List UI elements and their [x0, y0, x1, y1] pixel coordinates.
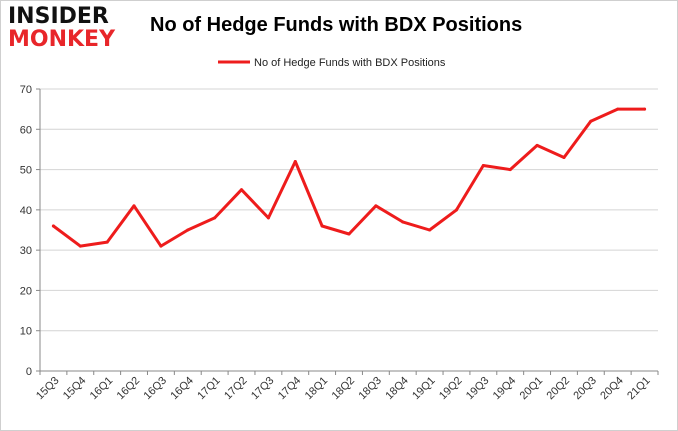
- data-point: [454, 208, 458, 212]
- data-point: [508, 168, 512, 172]
- chart-title: No of Hedge Funds with BDX Positions: [150, 14, 523, 36]
- insider-monkey-logo: INSIDER MONKEY: [8, 6, 128, 56]
- logo-text-insider: INSIDER: [8, 4, 109, 29]
- data-point: [374, 204, 378, 208]
- x-tick-label: 18Q2: [330, 375, 358, 403]
- x-tick-label: 20Q4: [598, 375, 626, 403]
- y-tick-label: 30: [20, 245, 32, 257]
- x-tick-label: 19Q2: [437, 375, 465, 403]
- data-point: [186, 228, 190, 232]
- y-tick-label: 50: [20, 165, 32, 177]
- x-tick-label: 21Q1: [625, 375, 653, 403]
- y-tick-label: 70: [20, 84, 32, 96]
- data-point: [589, 119, 593, 123]
- data-point: [159, 244, 163, 248]
- data-point: [428, 228, 432, 232]
- x-tick-label: 19Q3: [464, 375, 492, 403]
- data-point: [401, 220, 405, 224]
- data-point: [616, 107, 620, 111]
- x-tick-label: 20Q2: [545, 375, 573, 403]
- data-point: [347, 232, 351, 236]
- y-tick-label: 40: [20, 205, 32, 217]
- x-tick-label: 19Q4: [491, 375, 519, 403]
- x-tick-label: 20Q1: [518, 375, 546, 403]
- x-tick-label: 17Q1: [195, 375, 223, 403]
- x-tick-label: 18Q4: [383, 375, 411, 403]
- data-point: [562, 155, 566, 159]
- legend-label: No of Hedge Funds with BDX Positions: [254, 57, 446, 69]
- data-point: [213, 216, 217, 220]
- x-tick-label: 18Q1: [303, 375, 331, 403]
- data-point: [643, 107, 647, 111]
- x-tick-label: 15Q4: [61, 375, 89, 403]
- x-tick-label: 16Q3: [142, 375, 170, 403]
- x-tick-label: 17Q3: [249, 375, 277, 403]
- data-point: [481, 164, 485, 168]
- logo-text-monkey: MONKEY: [8, 27, 116, 52]
- data-point: [293, 160, 297, 164]
- y-tick-label: 10: [20, 326, 32, 338]
- x-tick-label: 16Q2: [115, 375, 143, 403]
- data-point: [320, 224, 324, 228]
- data-point: [105, 240, 109, 244]
- data-point: [132, 204, 136, 208]
- x-tick-label: 16Q4: [168, 375, 196, 403]
- x-tick-label: 16Q1: [88, 375, 116, 403]
- x-tick-label: 18Q3: [356, 375, 384, 403]
- x-tick-label: 15Q3: [34, 375, 62, 403]
- data-point: [78, 244, 82, 248]
- data-point: [51, 224, 55, 228]
- x-tick-label: 17Q2: [222, 375, 250, 403]
- x-tick-label: 19Q1: [410, 375, 438, 403]
- y-tick-label: 20: [20, 285, 32, 297]
- data-point: [266, 216, 270, 220]
- x-tick-label: 20Q3: [571, 375, 599, 403]
- y-tick-label: 60: [20, 124, 32, 136]
- x-tick-label: 17Q4: [276, 375, 304, 403]
- data-point: [535, 143, 539, 147]
- data-point: [240, 188, 244, 192]
- y-tick-label: 0: [26, 366, 32, 378]
